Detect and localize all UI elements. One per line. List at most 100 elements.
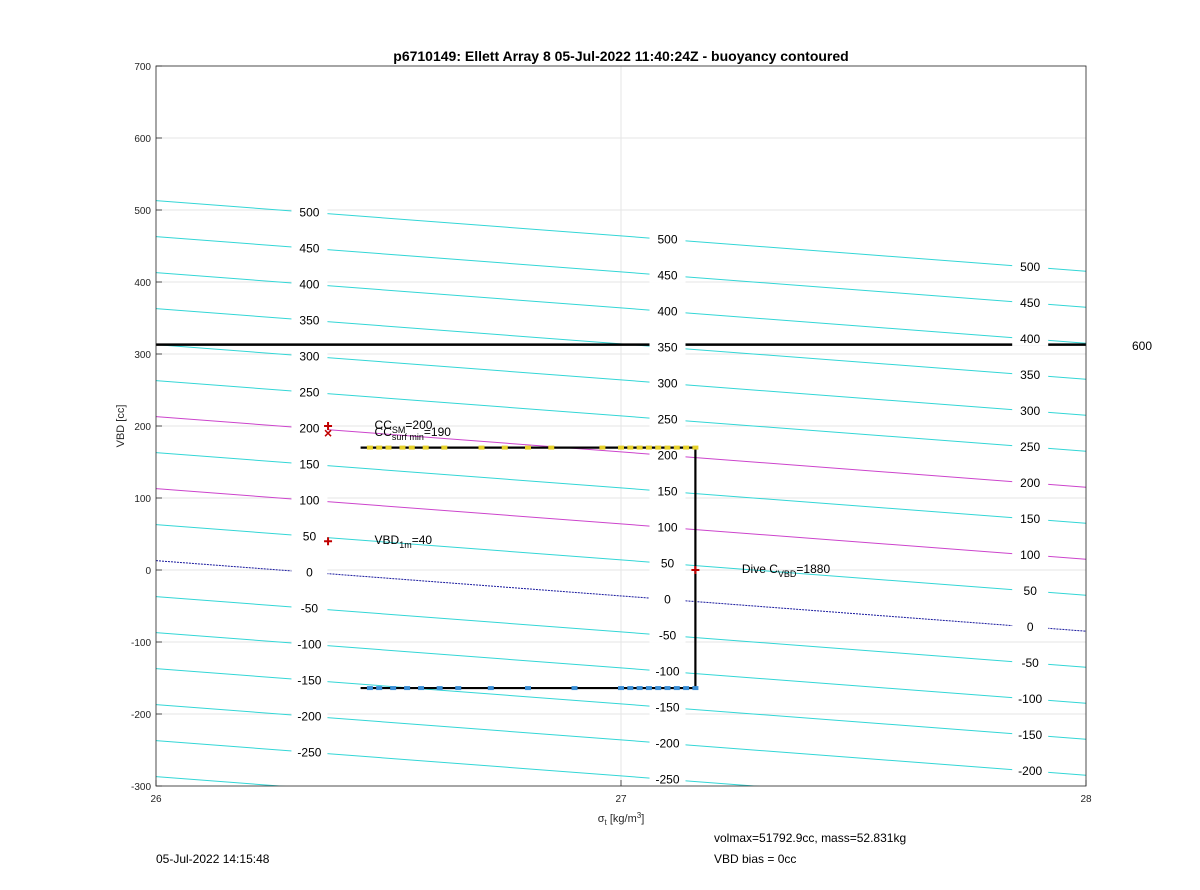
footer-date: 05-Jul-2022 14:15:48 (156, 852, 270, 866)
marker-label-main: CC (375, 425, 393, 439)
contour-label: 0 (1027, 620, 1034, 634)
contour-label: -100 (297, 637, 321, 651)
contour-label: 50 (303, 529, 317, 543)
marker-label-sub: SM (392, 425, 406, 435)
contour-label: 450 (299, 241, 319, 255)
contour-label: 50 (1024, 584, 1038, 598)
surface-point (664, 445, 671, 450)
y-tick-label: -200 (131, 710, 151, 721)
contour-label: 50 (661, 556, 675, 570)
contour-label-bg (649, 592, 686, 607)
contour-label-bg (291, 709, 328, 724)
surface-point (525, 445, 531, 450)
contour-label: 350 (1020, 368, 1040, 382)
max-vbd-label: 600 (1132, 339, 1152, 353)
surface-point (692, 445, 699, 450)
contour-label: 450 (657, 268, 677, 282)
bottom-point (525, 686, 531, 691)
surface-point (655, 445, 662, 450)
y-tick-label: 700 (134, 62, 151, 73)
contour-label-bg (1012, 547, 1049, 562)
contour-label-bg (649, 232, 686, 247)
bottom-point (487, 686, 494, 691)
contour-label: 300 (299, 349, 319, 363)
marker-label-sub: surf min (392, 432, 424, 442)
contour-label: 0 (664, 592, 671, 606)
contour-label-bg (1012, 511, 1049, 526)
contour-label: -150 (297, 673, 321, 687)
contour-label-bg (1012, 475, 1049, 490)
contour-label: 500 (657, 232, 677, 246)
marker-label-main: CC (375, 418, 393, 432)
contour-label: -150 (655, 700, 679, 714)
marker-label-value: =200 (405, 418, 432, 432)
y-tick-label: 200 (134, 422, 151, 433)
surface-point (385, 445, 392, 450)
footer-vbd-bias: VBD bias = 0cc (714, 852, 797, 866)
contour-label: 400 (299, 277, 319, 291)
contour-label: -150 (1018, 728, 1042, 742)
y-tick-label: 600 (134, 134, 151, 145)
contour-label-bg (649, 772, 686, 787)
surface-point (683, 445, 690, 450)
contour-label: -100 (1018, 692, 1042, 706)
contour-label: 100 (657, 520, 677, 534)
contour-label-bg (649, 304, 686, 319)
contour-label: 400 (657, 304, 677, 318)
marker-x (324, 429, 332, 437)
footer-volmax-mass: volmax=51792.9cc, mass=52.831kg (714, 831, 907, 845)
contour-label-bg (1012, 655, 1049, 670)
contour-label-bg (649, 340, 686, 355)
surface-point (673, 445, 680, 450)
marker-label-value: =190 (424, 425, 451, 439)
contour-label-bg (649, 736, 686, 751)
contour-label: 350 (299, 313, 319, 327)
surface-point (548, 445, 555, 450)
contour-label: -50 (301, 601, 319, 615)
surface-point (422, 445, 429, 450)
surface-point (366, 445, 373, 450)
marker-label-main: VBD (375, 533, 400, 547)
x-tick-label: 26 (150, 794, 162, 805)
bottom-point (683, 686, 690, 691)
contour-label-bg (1012, 331, 1049, 346)
x-axis-label: σt [kg/m3] (598, 811, 645, 827)
y-tick-label: -300 (131, 782, 151, 793)
contour-label: -200 (297, 709, 321, 723)
marker-label: VBD1m=40 (375, 533, 433, 550)
contour-label-bg (1012, 619, 1049, 634)
y-tick-label: 500 (134, 206, 151, 217)
bottom-point (655, 686, 662, 691)
contour-label-bg (291, 277, 328, 292)
bottom-point (636, 686, 643, 691)
contour-label: 200 (1020, 476, 1040, 490)
contour-label: -200 (1018, 764, 1042, 778)
surface-point (399, 445, 406, 450)
contour-label: 250 (657, 412, 677, 426)
bottom-point (390, 686, 397, 691)
bottom-point (664, 686, 671, 691)
contour-label-bg (1012, 403, 1049, 418)
bottom-point (404, 686, 411, 691)
y-tick-label: 300 (134, 350, 151, 361)
marker-label: CCsurf min=190 (375, 425, 452, 442)
contour-label: 350 (657, 340, 677, 354)
contour-label: 300 (657, 376, 677, 390)
y-axis-label: VBD [cc] (115, 405, 127, 448)
contour-label-bg (291, 457, 328, 472)
buoyancy-contour-0 (156, 560, 1086, 632)
contour-label-bg (649, 664, 686, 679)
marker-label-sub: 1m (399, 540, 412, 550)
y-tick-label: 100 (134, 494, 151, 505)
contour-label: -250 (655, 772, 679, 786)
contour-label-bg (291, 745, 328, 760)
contour-label-bg (291, 565, 328, 580)
contour-label-bg (291, 385, 328, 400)
contour-label: 500 (1020, 260, 1040, 274)
contour-label-bg (649, 448, 686, 463)
contour-label: -50 (1022, 656, 1040, 670)
contour-label: 300 (1020, 404, 1040, 418)
bottom-point (376, 686, 383, 691)
surface-point (645, 445, 652, 450)
surface-point (618, 445, 624, 450)
